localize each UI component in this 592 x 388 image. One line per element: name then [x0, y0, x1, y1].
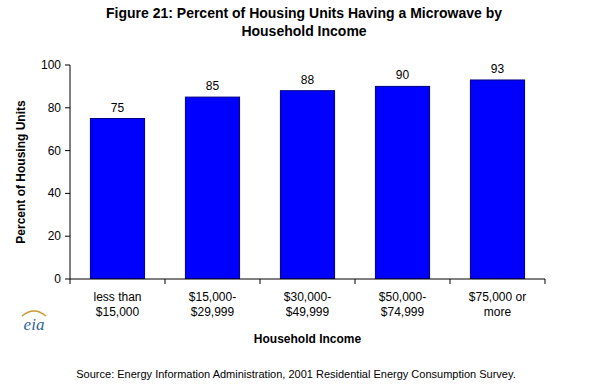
data-label: 85 [206, 79, 220, 93]
x-tick [165, 279, 166, 284]
y-tick [65, 107, 70, 108]
x-axis-label: Household Income [254, 332, 362, 346]
y-tick-label: 20 [48, 229, 62, 243]
text-line: more [484, 305, 512, 319]
chart-root: Figure 21: Percent of Housing Units Havi… [0, 0, 592, 388]
logo: eia [24, 315, 45, 334]
x-tick [545, 279, 546, 284]
y-tick-label: 80 [48, 101, 62, 115]
text-line: $15,000 [96, 305, 140, 319]
text-line: $49,999 [286, 305, 330, 319]
logo-arc [22, 311, 46, 316]
x-tick [260, 279, 261, 284]
x-tick-label: $75,000 ormore [469, 290, 526, 319]
chart-title: Figure 21: Percent of Housing Units Havi… [106, 5, 502, 39]
y-axis-line [70, 65, 71, 279]
chart-svg: Figure 21: Percent of Housing Units Havi… [0, 0, 592, 388]
data-label: 75 [111, 101, 125, 115]
text-line: less than [93, 290, 141, 304]
bar [185, 97, 239, 279]
x-tick [450, 279, 451, 284]
bar [90, 119, 144, 280]
text-line: $74,999 [381, 305, 425, 319]
source-note: Source: Energy Information Administratio… [76, 368, 515, 380]
y-tick-label: 100 [41, 58, 61, 72]
bar [280, 91, 334, 279]
x-tick-label: less than$15,000 [93, 290, 141, 319]
text-line: $15,000- [189, 290, 236, 304]
bar [470, 80, 524, 279]
y-tick [65, 65, 70, 66]
bar [375, 86, 429, 279]
y-tick-label: 60 [48, 144, 62, 158]
y-tick [65, 279, 70, 280]
y-tick [65, 193, 70, 194]
text-line: $75,000 or [469, 290, 526, 304]
text-line: $50,000- [379, 290, 426, 304]
x-tick-label: $15,000-$29,999 [189, 290, 236, 319]
x-axis-line [70, 279, 545, 280]
y-axis-label: Percent of Housing Units [14, 100, 28, 244]
x-tick [70, 279, 71, 284]
text-line: Household Income [241, 23, 366, 39]
data-label: 90 [396, 68, 410, 82]
text-line: $30,000- [284, 290, 331, 304]
x-tick-label: $30,000-$49,999 [284, 290, 331, 319]
data-label: 88 [301, 73, 315, 87]
text-line: $29,999 [191, 305, 235, 319]
x-tick [355, 279, 356, 284]
y-tick-label: 0 [54, 272, 61, 286]
y-tick-label: 40 [48, 186, 62, 200]
x-tick-label: $50,000-$74,999 [379, 290, 426, 319]
y-tick [65, 150, 70, 151]
y-tick [65, 236, 70, 237]
data-label: 93 [491, 62, 505, 76]
bars [90, 80, 524, 279]
text-line: Figure 21: Percent of Housing Units Havi… [106, 5, 502, 21]
